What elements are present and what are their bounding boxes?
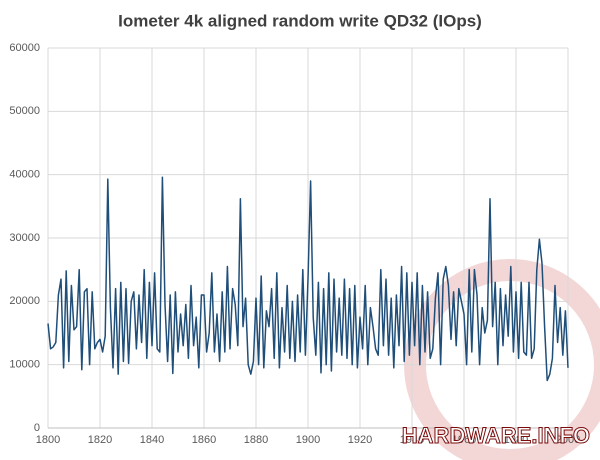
x-tick-label: 1980 — [504, 434, 528, 446]
y-tick-label: 60000 — [9, 42, 40, 54]
x-tick-label: 1860 — [192, 434, 216, 446]
x-tick-label: 1900 — [296, 434, 320, 446]
x-tick-label: 1920 — [348, 434, 372, 446]
x-tick-label: 1820 — [88, 434, 112, 446]
x-tick-label: 2000 — [556, 434, 580, 446]
y-tick-label: 50000 — [9, 105, 40, 117]
x-tick-label: 1960 — [452, 434, 476, 446]
x-tick-label: 1940 — [400, 434, 424, 446]
data-line — [47, 176, 569, 382]
chart-title: Iometer 4k aligned random write QD32 (IO… — [118, 11, 482, 30]
x-tick-label: 1840 — [140, 434, 164, 446]
x-tick-label: 1800 — [36, 434, 60, 446]
y-tick-label: 30000 — [9, 232, 40, 244]
y-tick-label: 20000 — [9, 295, 40, 307]
x-tick-label: 1880 — [244, 434, 268, 446]
y-tick-label: 0 — [34, 422, 40, 434]
y-tick-label: 40000 — [9, 169, 40, 181]
y-tick-label: 10000 — [9, 359, 40, 371]
watermark: HARDWARE.INFO — [402, 423, 590, 448]
